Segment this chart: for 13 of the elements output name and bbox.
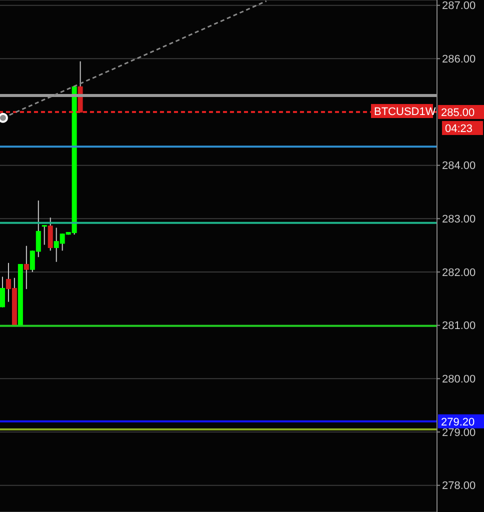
text: 04:23 [445,123,473,135]
ref-line-label: 279.20 [441,416,475,428]
y-tick-label: 284.00 [442,160,476,172]
y-tick-label: 283.00 [442,214,476,226]
y-tick-label: 278.00 [442,480,476,492]
annotation: BTCUSD1W [374,106,436,118]
y-tick-label: 280.00 [442,374,476,386]
y-tick-label: 282.00 [442,266,476,279]
y-tick-label: 286.00 [442,54,476,66]
ref-line-label: 285.00 [441,107,475,119]
y-tick-label: 287.00 [442,0,476,12]
y-tick-label: 279.00 [442,426,476,439]
y-tick-label: 281.00 [442,320,476,332]
